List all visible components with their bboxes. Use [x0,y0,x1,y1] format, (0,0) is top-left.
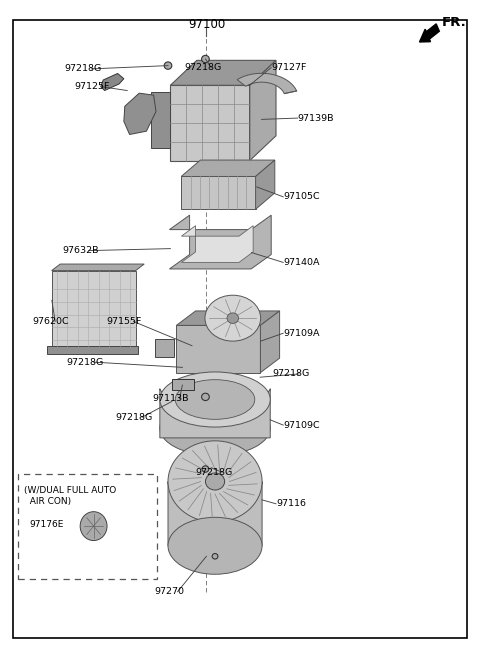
Text: 97100: 97100 [188,18,225,31]
Polygon shape [170,60,276,85]
Polygon shape [172,379,194,390]
Text: 97109C: 97109C [283,420,320,430]
Polygon shape [52,264,144,270]
Text: FR.: FR. [442,16,467,30]
Ellipse shape [160,372,270,427]
Ellipse shape [160,400,270,455]
Polygon shape [101,73,124,91]
Polygon shape [181,176,255,209]
Text: 97140A: 97140A [283,258,320,267]
Text: 97127F: 97127F [271,63,307,72]
Polygon shape [47,346,138,354]
Polygon shape [168,482,262,546]
Text: 97116: 97116 [276,499,306,508]
Text: 97218G: 97218G [65,64,102,73]
Text: 97113B: 97113B [153,394,189,403]
Polygon shape [124,93,156,134]
Polygon shape [155,339,174,357]
Polygon shape [177,311,279,325]
Polygon shape [170,85,250,161]
Polygon shape [169,215,271,269]
Text: 97218G: 97218G [273,369,310,379]
Ellipse shape [80,512,107,541]
Polygon shape [255,160,275,209]
Polygon shape [250,60,276,161]
Ellipse shape [205,473,225,490]
Polygon shape [52,270,135,346]
Ellipse shape [164,62,172,70]
Text: 97620C: 97620C [33,317,69,326]
Text: 97125F: 97125F [74,82,110,91]
Text: 97632B: 97632B [62,246,99,255]
Ellipse shape [202,466,209,472]
Polygon shape [237,73,297,94]
Ellipse shape [202,393,209,401]
Ellipse shape [168,441,262,522]
Text: 97218G: 97218G [115,413,153,422]
Ellipse shape [205,295,261,341]
Polygon shape [181,226,253,262]
Text: 97105C: 97105C [283,192,320,201]
FancyArrow shape [420,24,439,42]
Text: 97109A: 97109A [283,329,320,338]
Polygon shape [160,388,270,438]
Ellipse shape [175,380,255,419]
Polygon shape [260,311,279,373]
Polygon shape [181,160,275,176]
Ellipse shape [168,518,262,574]
Ellipse shape [212,554,218,559]
Text: 97176E: 97176E [30,520,64,529]
Bar [18,474,157,579]
Text: 97270: 97270 [155,587,184,596]
Text: 97218G: 97218G [196,468,233,477]
Text: 97218G: 97218G [185,63,222,72]
Text: 97155F: 97155F [107,317,142,326]
Text: AIR CON): AIR CON) [24,497,71,506]
Ellipse shape [202,55,209,63]
Polygon shape [151,92,170,148]
Text: 97139B: 97139B [298,113,334,123]
Ellipse shape [227,313,239,323]
Text: 97218G: 97218G [66,358,104,367]
Polygon shape [177,325,260,373]
Text: (W/DUAL FULL AUTO: (W/DUAL FULL AUTO [24,486,116,495]
